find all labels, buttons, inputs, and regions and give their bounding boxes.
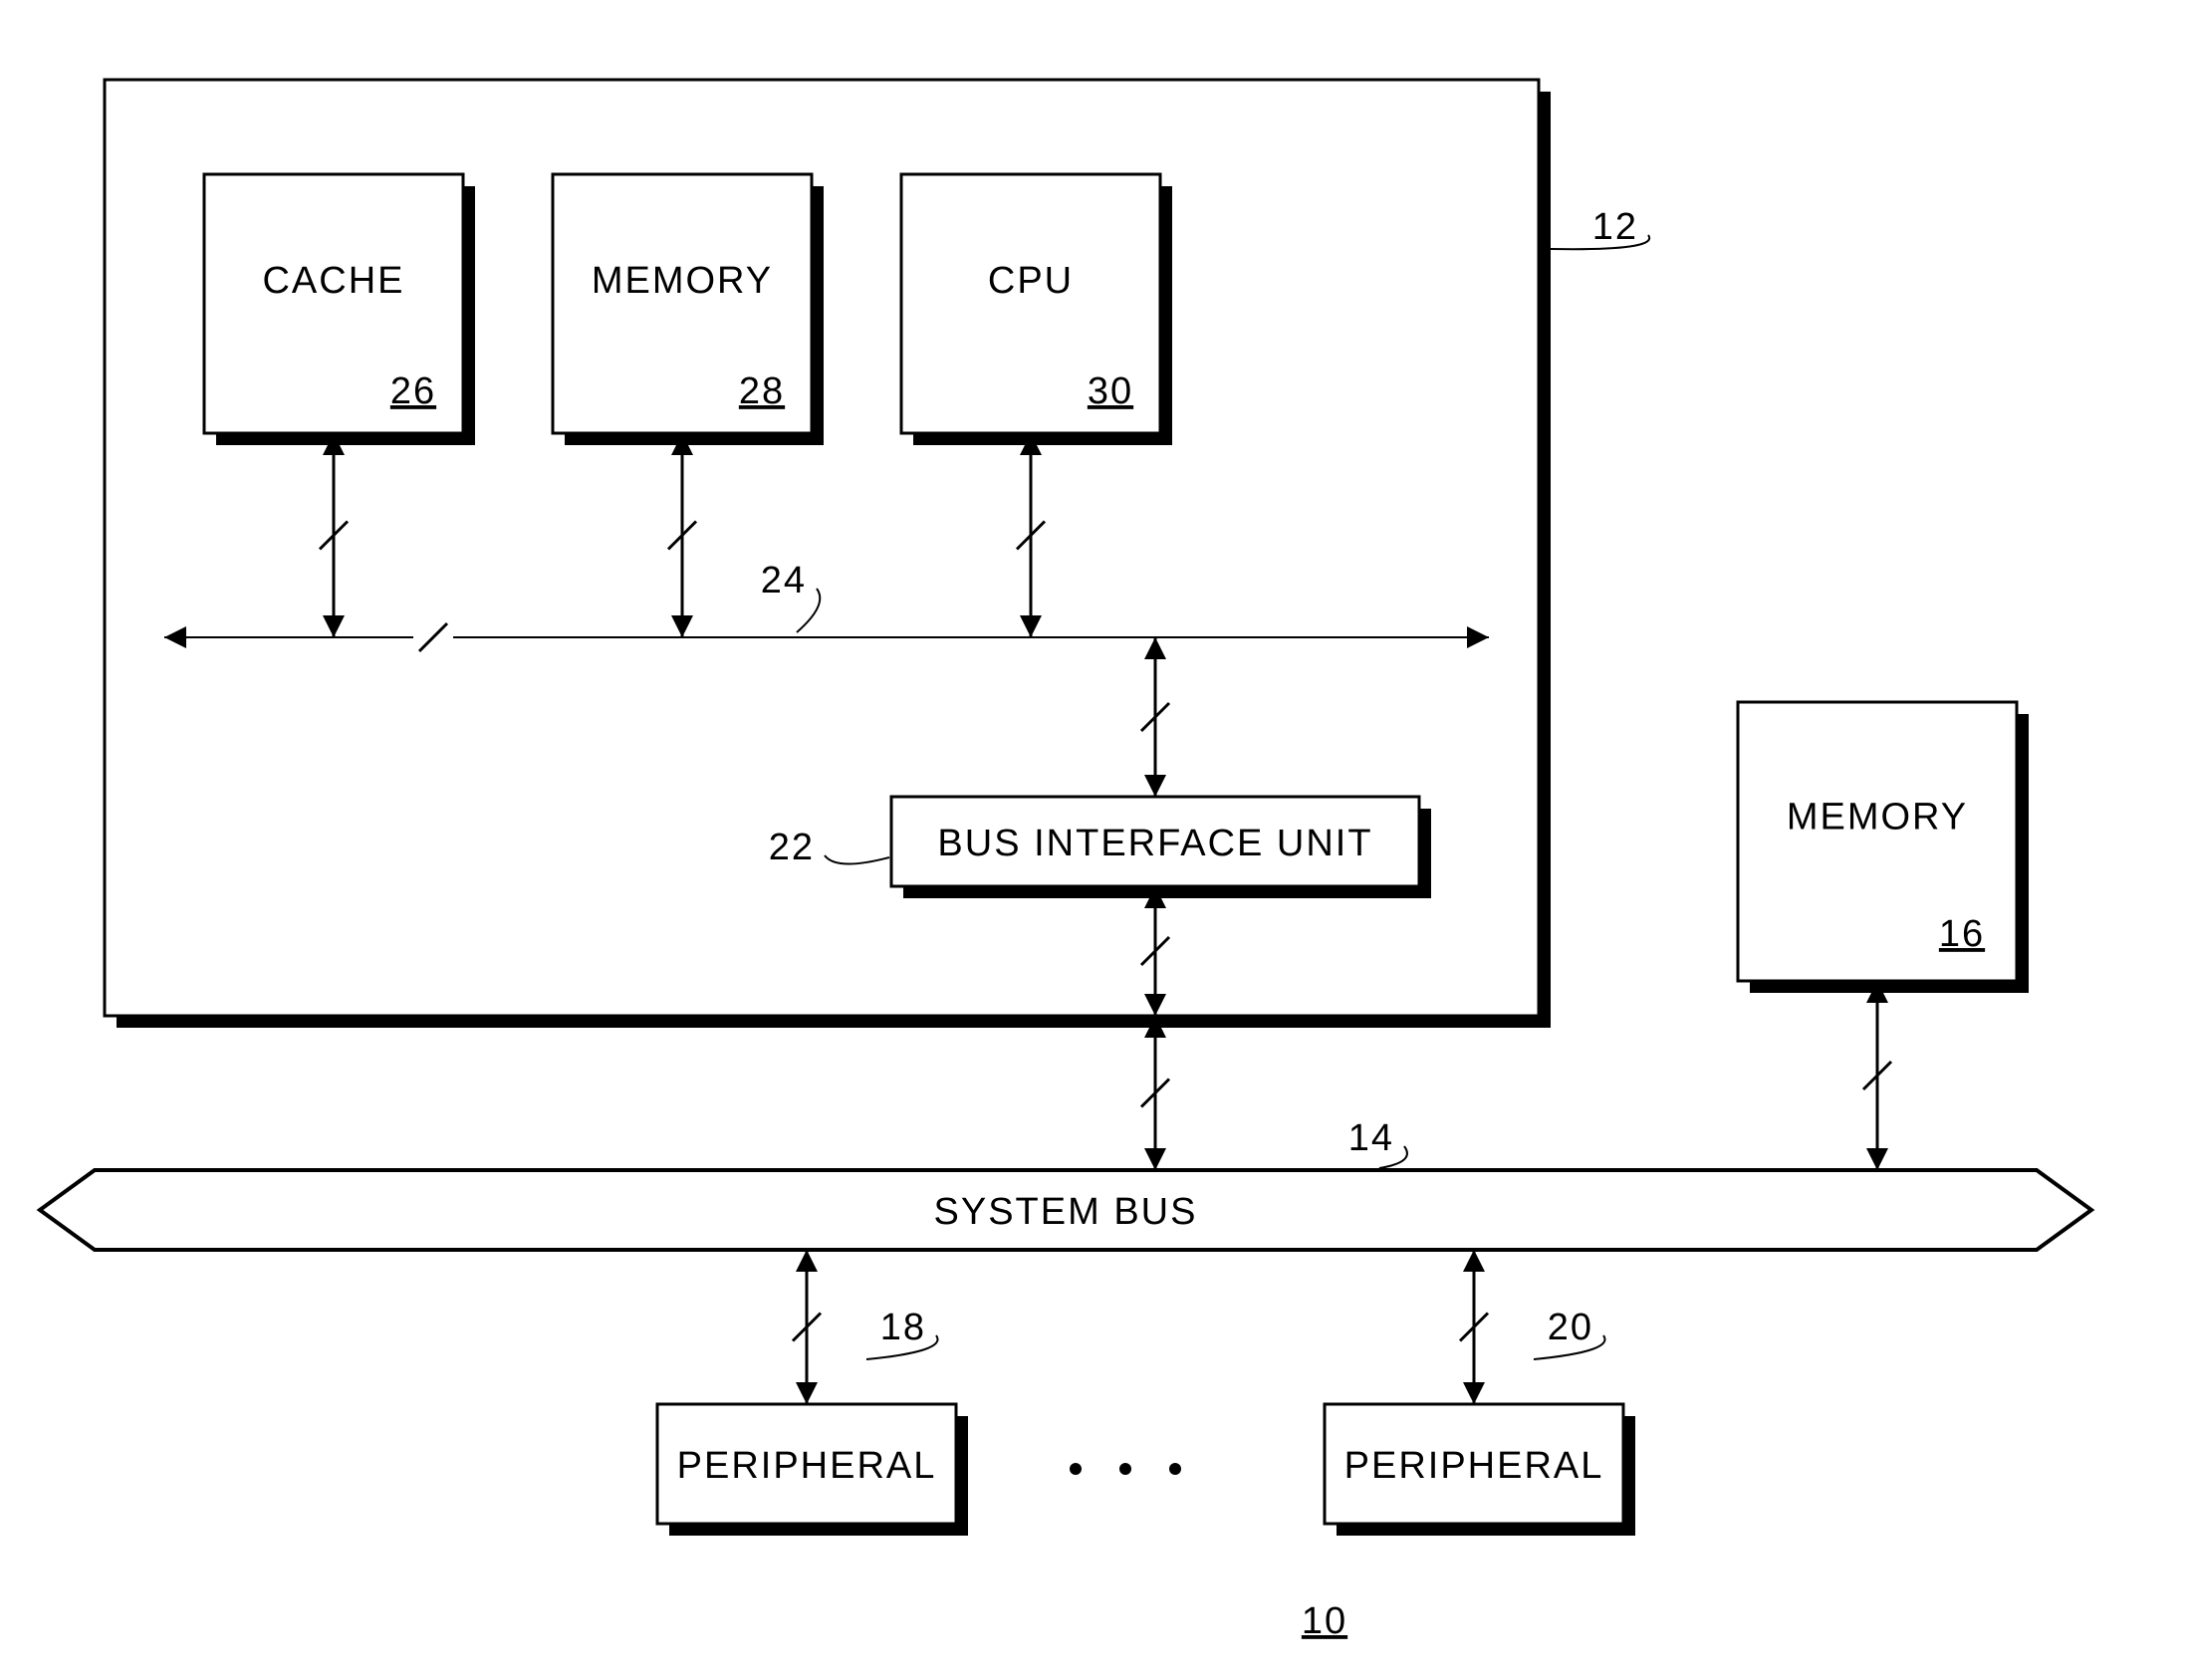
cache-label: CACHE [262,260,404,302]
svg-text:20: 20 [1548,1307,1593,1348]
ellipsis-dot [1119,1463,1131,1475]
arrowhead-up [1463,1250,1485,1272]
ellipsis-dot [1070,1463,1082,1475]
arrowhead-down [1144,1148,1166,1170]
cpu-ref: 30 [1088,370,1133,412]
biu-label: BUS INTERFACE UNIT [937,823,1372,864]
svg-text:24: 24 [761,560,807,601]
memory1-ref: 28 [739,370,785,412]
svg-text:18: 18 [880,1307,926,1348]
memory1-label: MEMORY [592,260,773,302]
svg-text:12: 12 [1592,206,1638,248]
arrowhead-up [796,1250,818,1272]
system-bus-label: SYSTEM BUS [934,1191,1198,1233]
memory2-ref: 16 [1939,913,1985,955]
cpu-label: CPU [988,260,1074,302]
arrowhead-down [796,1382,818,1404]
periph2-label: PERIPHERAL [1344,1445,1604,1487]
ellipsis-dot [1169,1463,1181,1475]
arrowhead-down [1463,1382,1485,1404]
figure-ref: 10 [1302,1600,1347,1642]
cache-ref: 26 [390,370,436,412]
arrowhead-down [1866,1148,1888,1170]
svg-text:14: 14 [1348,1117,1394,1159]
memory2-label: MEMORY [1787,797,1968,839]
periph1-label: PERIPHERAL [677,1445,937,1487]
svg-text:22: 22 [769,827,815,868]
